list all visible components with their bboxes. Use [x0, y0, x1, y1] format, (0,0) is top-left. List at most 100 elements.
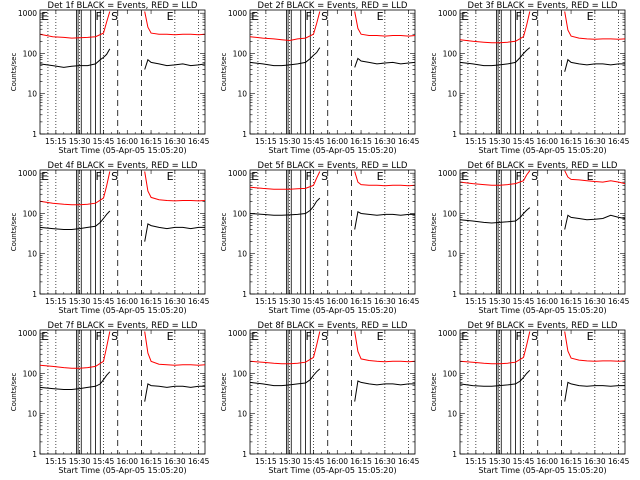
- x-tick-label: 16:30: [164, 457, 186, 466]
- x-tick-label: 15:45: [93, 297, 115, 306]
- region-label: E: [587, 170, 594, 183]
- x-tick-label: 16:15: [140, 457, 162, 466]
- region-label: S: [111, 10, 118, 23]
- y-tick-label: 10: [237, 410, 247, 419]
- x-tick-label: 15:45: [303, 457, 325, 466]
- region-label: E: [587, 330, 594, 343]
- x-tick-label: 16:30: [374, 457, 396, 466]
- x-tick-label: 16:00: [536, 457, 558, 466]
- x-tick-label: 16:00: [536, 137, 558, 146]
- y-tick-label: 1: [452, 450, 457, 459]
- y-tick-label: 10: [447, 250, 457, 259]
- y-tick-label: 1: [242, 290, 247, 299]
- y-tick-label: 1000: [228, 169, 247, 178]
- x-axis-label: Start Time (05-Apr-05 15:05:20): [478, 466, 606, 475]
- region-label: E: [377, 170, 384, 183]
- events-series-line: [39, 48, 206, 70]
- y-tick-label: 1000: [438, 9, 457, 18]
- x-tick-label: 15:30: [489, 297, 511, 306]
- y-axis-label: Counts/sec: [10, 213, 18, 252]
- x-axis-label: Start Time (05-Apr-05 15:05:20): [268, 146, 396, 155]
- x-tick-label: 16:15: [560, 297, 582, 306]
- region-label: E: [377, 10, 384, 23]
- lld-series-line: [249, 171, 416, 190]
- lld-series-line: [39, 171, 206, 206]
- plot-frame: [459, 329, 626, 455]
- region-label: S: [111, 330, 118, 343]
- region-label: E: [251, 170, 258, 183]
- x-tick-label: 15:45: [93, 137, 115, 146]
- region-label: S: [321, 10, 328, 23]
- x-tick-label: 16:00: [116, 137, 138, 146]
- events-series-line: [39, 210, 205, 242]
- y-axis-label: Counts/sec: [10, 53, 18, 92]
- x-tick-label: 15:30: [279, 297, 301, 306]
- x-tick-label: 15:30: [489, 457, 511, 466]
- x-tick-label: 16:00: [536, 297, 558, 306]
- x-tick-label: 16:15: [350, 457, 372, 466]
- region-label: E: [461, 170, 468, 183]
- y-tick-label: 1: [242, 130, 247, 139]
- region-label: F: [96, 170, 102, 183]
- x-tick-label: 16:15: [350, 297, 372, 306]
- x-axis-label: Start Time (05-Apr-05 15:05:20): [268, 306, 396, 315]
- region-label: E: [587, 10, 594, 23]
- region-label: E: [251, 10, 258, 23]
- region-label: E: [251, 330, 258, 343]
- y-axis-label: Counts/sec: [430, 213, 438, 252]
- region-label: E: [167, 170, 174, 183]
- x-tick-label: 16:00: [326, 137, 348, 146]
- x-axis-label: Start Time (05-Apr-05 15:05:20): [478, 306, 606, 315]
- region-label: F: [516, 10, 522, 23]
- x-tick-label: 16:45: [398, 457, 420, 466]
- y-tick-label: 100: [23, 209, 38, 218]
- plot-frame: [459, 9, 626, 135]
- events-series-line: [249, 197, 415, 230]
- y-tick-label: 1: [452, 130, 457, 139]
- x-axis-label: Start Time (05-Apr-05 15:05:20): [58, 146, 186, 155]
- region-label: F: [306, 330, 312, 343]
- region-label: S: [531, 330, 538, 343]
- y-axis-label: Counts/sec: [220, 53, 228, 92]
- y-tick-label: 100: [443, 49, 458, 58]
- x-tick-label: 16:00: [116, 297, 138, 306]
- y-tick-label: 100: [233, 49, 248, 58]
- x-tick-label: 16:00: [326, 297, 348, 306]
- y-tick-label: 1000: [18, 169, 37, 178]
- lld-series-line: [459, 170, 626, 186]
- y-tick-label: 1000: [18, 9, 37, 18]
- chart-title: Det 5f BLACK = Events, RED = LLD: [258, 161, 408, 171]
- x-tick-label: 15:45: [513, 297, 535, 306]
- region-label: F: [306, 170, 312, 183]
- chart-title: Det 6f BLACK = Events, RED = LLD: [468, 161, 618, 171]
- x-tick-label: 15:45: [513, 137, 535, 146]
- x-tick-label: 16:30: [374, 297, 396, 306]
- region-label: E: [41, 170, 48, 183]
- y-tick-label: 10: [27, 410, 37, 419]
- y-tick-label: 10: [237, 90, 247, 99]
- plot-frame: [249, 169, 416, 295]
- x-tick-label: 16:00: [326, 457, 348, 466]
- lld-series-line: [459, 11, 626, 44]
- y-tick-label: 100: [233, 369, 248, 378]
- lld-series-line: [39, 11, 206, 39]
- x-tick-label: 16:15: [140, 137, 162, 146]
- y-tick-label: 1000: [438, 329, 457, 338]
- region-label: S: [111, 170, 118, 183]
- plot-frame: [39, 169, 206, 295]
- chart-title: Det 8f BLACK = Events, RED = LLD: [258, 321, 408, 331]
- x-axis-label: Start Time (05-Apr-05 15:05:20): [268, 466, 396, 475]
- x-tick-label: 15:15: [465, 457, 487, 466]
- plot-frame: [39, 329, 206, 455]
- region-label: S: [531, 170, 538, 183]
- y-tick-label: 100: [443, 209, 458, 218]
- events-series-line: [249, 368, 415, 402]
